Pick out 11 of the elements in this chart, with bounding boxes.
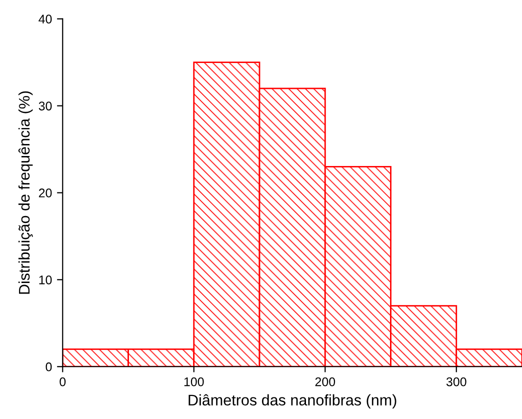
x-tick-label: 100 [184, 377, 204, 386]
y-tick-label: 20 [38, 188, 52, 198]
x-axis-title: Diâmetros das nanofibras (nm) [188, 394, 396, 409]
x-tick-label: 200 [315, 377, 336, 386]
y-tick-label: 10 [39, 275, 52, 284]
y-tick-label: 40 [38, 14, 52, 24]
x-tick-label: 300 [446, 377, 466, 386]
y-tick-label: 30 [38, 102, 52, 110]
y-axis-title: Distribuição de frequência (%) [18, 91, 33, 294]
y-tick-label: 0 [46, 362, 52, 372]
x-tick-label: 0 [60, 377, 66, 386]
